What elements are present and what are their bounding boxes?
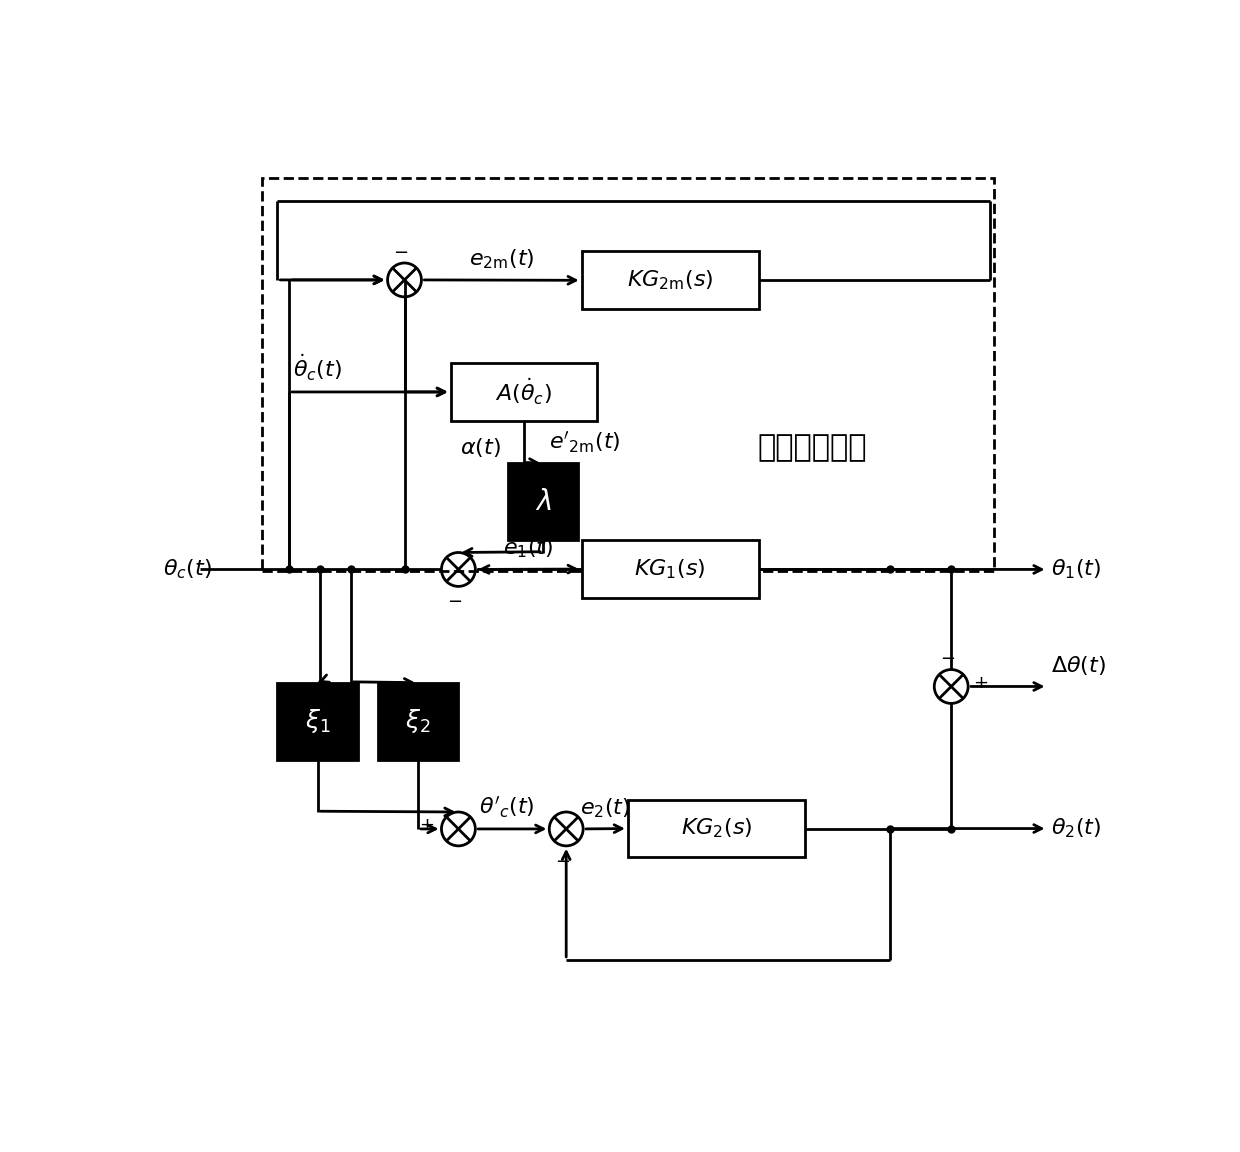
Text: $KG_2(s)$: $KG_2(s)$ [681, 817, 751, 840]
Text: $\theta'_c(t)$: $\theta'_c(t)$ [479, 795, 534, 820]
Text: $\Delta\theta(t)$: $\Delta\theta(t)$ [1052, 654, 1106, 677]
Bar [508, 463, 578, 540]
Text: $A(\dot{\theta}_c)$: $A(\dot{\theta}_c)$ [496, 377, 552, 407]
Bar [582, 251, 759, 309]
Bar [450, 363, 596, 420]
Text: $e_1(t)$: $e_1(t)$ [503, 537, 553, 560]
Text: $-$: $-$ [554, 851, 570, 870]
Text: $KG_1(s)$: $KG_1(s)$ [635, 558, 706, 581]
Text: $-$: $-$ [393, 242, 408, 260]
Text: $-$: $-$ [940, 647, 955, 666]
Text: $KG_{2\mathrm{m}}(s)$: $KG_{2\mathrm{m}}(s)$ [627, 268, 713, 293]
Text: 修正参考模型: 修正参考模型 [758, 433, 867, 462]
Bar [278, 683, 358, 759]
Text: $e_{2\mathrm{m}}(t)$: $e_{2\mathrm{m}}(t)$ [469, 247, 534, 271]
Text: $+$: $+$ [972, 674, 988, 691]
Text: $e'_{2\mathrm{m}}(t)$: $e'_{2\mathrm{m}}(t)$ [549, 430, 621, 455]
Text: $e_2(t)$: $e_2(t)$ [580, 796, 631, 820]
Text: $\theta_2(t)$: $\theta_2(t)$ [1052, 817, 1101, 840]
Text: $\xi_2$: $\xi_2$ [405, 707, 430, 735]
Text: $\alpha(t)$: $\alpha(t)$ [460, 437, 501, 460]
Bar [262, 179, 993, 571]
Text: $+$: $+$ [419, 816, 434, 834]
Text: $\theta_c(t)$: $\theta_c(t)$ [164, 558, 212, 582]
Text: $\dot{\theta}_c(t)$: $\dot{\theta}_c(t)$ [293, 353, 342, 382]
Bar [377, 683, 459, 759]
Bar [627, 799, 805, 857]
Text: $\theta_1(t)$: $\theta_1(t)$ [1052, 558, 1101, 582]
Text: $\lambda$: $\lambda$ [534, 487, 552, 516]
Text: $\xi_1$: $\xi_1$ [305, 707, 331, 735]
Bar [582, 540, 759, 598]
Text: $-$: $-$ [446, 591, 463, 609]
